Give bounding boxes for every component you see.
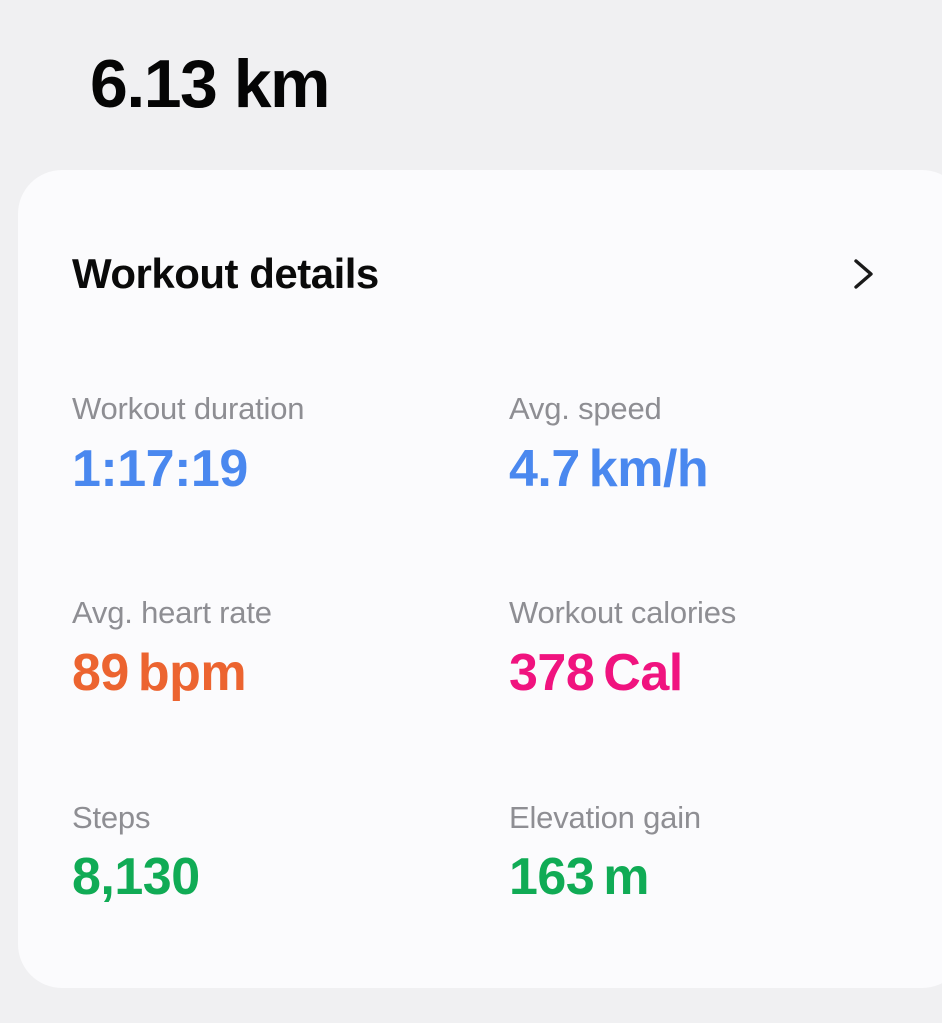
- stat-value-number: 378: [509, 644, 595, 703]
- stat-value-number: 163: [509, 848, 595, 907]
- stat-value-unit: bpm: [137, 644, 247, 703]
- stat-value-unit: km/h: [588, 440, 709, 499]
- stat-value: 8,130: [72, 846, 509, 908]
- workout-details-card: Workout details Workout duration 1:17:19…: [18, 170, 942, 988]
- stat-label: Avg. speed: [509, 391, 662, 427]
- stat-value: 89 bpm: [72, 642, 509, 704]
- stat-steps: Steps 8,130: [72, 799, 509, 909]
- stat-label: Workout duration: [72, 391, 305, 427]
- stat-label: Workout calories: [509, 595, 737, 631]
- stat-value: 4.7 km/h: [509, 438, 922, 500]
- workout-details-header[interactable]: Workout details: [72, 250, 922, 298]
- stat-workout-calories: Workout calories 378 Cal: [509, 594, 922, 704]
- stat-label: Steps: [72, 799, 151, 835]
- stats-grid: Workout duration 1:17:19 Avg. speed 4.7 k…: [72, 390, 922, 908]
- stat-value: 163 m: [509, 846, 922, 908]
- stat-workout-duration: Workout duration 1:17:19: [72, 390, 509, 500]
- card-title: Workout details: [72, 250, 379, 297]
- stat-avg-speed: Avg. speed 4.7 km/h: [509, 390, 922, 500]
- stat-value: 378 Cal: [509, 642, 922, 704]
- stat-avg-heart-rate: Avg. heart rate 89 bpm: [72, 594, 509, 704]
- stat-value-number: 4.7: [509, 440, 580, 499]
- stat-value-unit: Cal: [603, 644, 683, 703]
- stat-label: Avg. heart rate: [72, 595, 272, 631]
- stat-elevation-gain: Elevation gain 163 m: [509, 799, 922, 909]
- stat-value-number: 1:17:19: [72, 440, 248, 499]
- stat-value: 1:17:19: [72, 438, 509, 500]
- stat-value-unit: m: [603, 848, 650, 907]
- stat-value-number: 8,130: [72, 848, 200, 907]
- distance-summary: 6.13 km: [90, 46, 331, 122]
- chevron-right-icon[interactable]: [848, 253, 878, 295]
- stat-label: Elevation gain: [509, 799, 701, 835]
- stat-value-number: 89: [72, 644, 129, 703]
